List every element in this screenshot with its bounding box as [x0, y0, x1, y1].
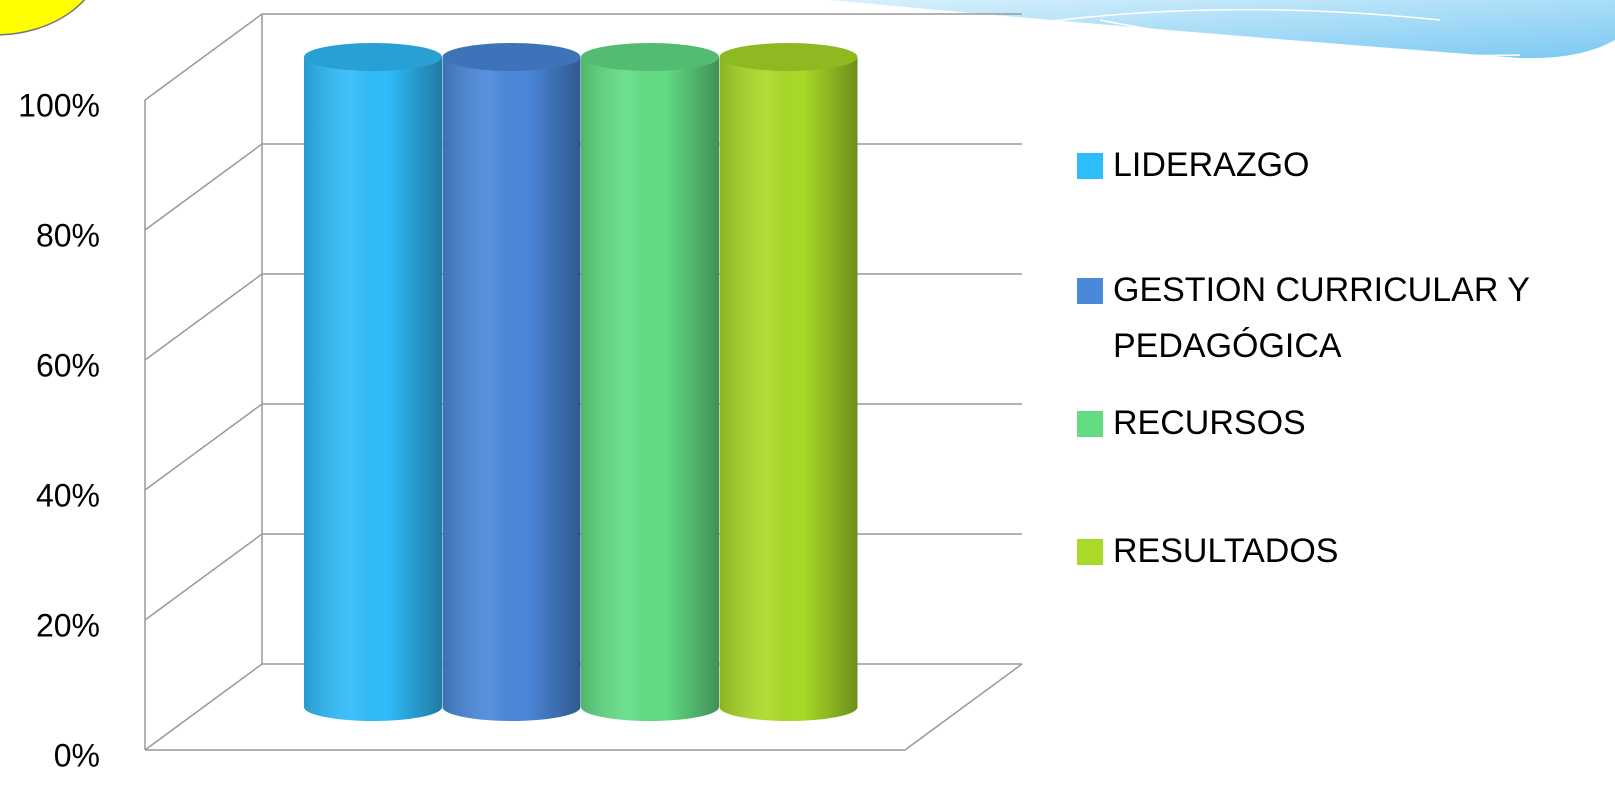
legend-swatch	[1077, 411, 1103, 437]
legend-swatch	[1077, 153, 1103, 179]
bar-shade	[304, 57, 442, 721]
y-tick-label: 40%	[36, 477, 100, 513]
decor-swoosh	[830, 0, 1615, 59]
legend-item: RECURSOS	[1077, 404, 1306, 451]
legend-item: LIDERAZGO	[1077, 146, 1309, 193]
grid: 0% 20% 40% 60% 80% 100%	[18, 13, 1023, 773]
bar-top	[304, 43, 442, 71]
bar-top-shade	[442, 43, 581, 71]
legend-item: GESTION CURRICULAR Y PEDAGÓGICA	[1077, 271, 1553, 374]
floor	[145, 663, 1023, 751]
bars	[304, 43, 858, 722]
bar-top	[581, 43, 719, 71]
grid-line	[144, 13, 1022, 101]
bar-shade	[719, 57, 858, 722]
bar-top	[442, 43, 581, 71]
y-tick-label: 20%	[36, 607, 100, 643]
legend-item: RESULTADOS	[1077, 532, 1338, 579]
legend-label: RESULTADOS	[1113, 532, 1339, 570]
bar-top-shade	[304, 43, 442, 71]
y-tick-label: 0%	[54, 737, 100, 773]
y-tick-label: 80%	[36, 217, 100, 253]
legend-label: LIDERAZGO	[1113, 146, 1310, 184]
bar-shade	[442, 57, 581, 722]
legend-swatch	[1077, 278, 1103, 304]
decor-swoosh-lines	[989, 8, 1521, 57]
decor-circle	[0, 0, 86, 36]
bar-top-shade	[581, 43, 719, 71]
legend-label: GESTION CURRICULAR Y PEDAGÓGICA	[1113, 271, 1530, 365]
bar-shade	[581, 57, 719, 721]
y-tick-label: 100%	[18, 87, 100, 123]
bar-top-shade	[719, 43, 858, 71]
bar-top	[719, 43, 858, 71]
legend-label: RECURSOS	[1113, 404, 1306, 442]
y-tick-label: 60%	[36, 347, 100, 383]
legend-swatch	[1077, 539, 1103, 565]
